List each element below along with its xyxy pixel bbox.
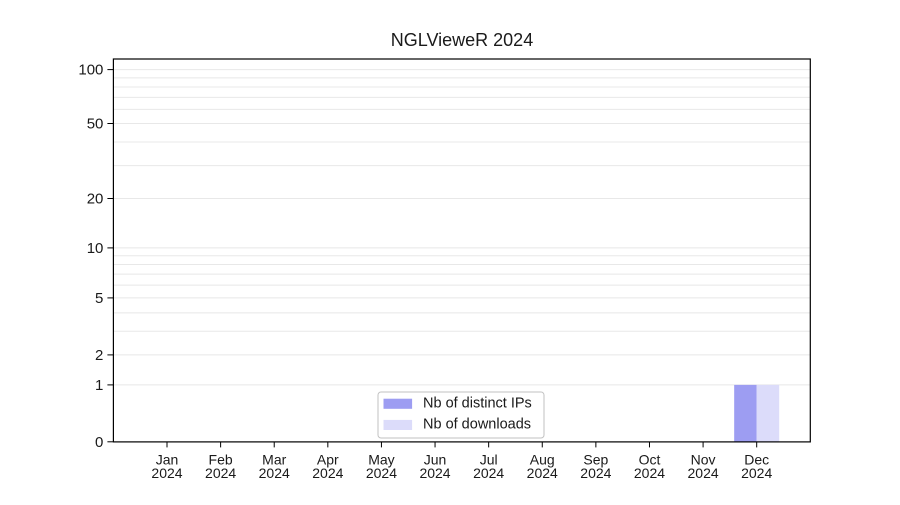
svg-text:2024: 2024 [527, 465, 558, 481]
svg-text:2024: 2024 [580, 465, 611, 481]
svg-text:10: 10 [87, 240, 104, 257]
svg-text:2: 2 [95, 347, 103, 364]
svg-text:Nb of downloads: Nb of downloads [423, 417, 531, 433]
svg-text:2024: 2024 [259, 465, 290, 481]
svg-text:1: 1 [95, 377, 103, 394]
svg-text:2024: 2024 [312, 465, 343, 481]
svg-text:20: 20 [87, 191, 104, 208]
svg-text:2024: 2024 [634, 465, 665, 481]
svg-text:5: 5 [95, 290, 103, 307]
svg-text:2024: 2024 [205, 465, 236, 481]
svg-text:2024: 2024 [419, 465, 450, 481]
svg-text:0: 0 [95, 434, 103, 451]
svg-text:100: 100 [78, 62, 103, 79]
svg-text:2024: 2024 [366, 465, 397, 481]
svg-text:2024: 2024 [473, 465, 504, 481]
svg-text:2024: 2024 [151, 465, 182, 481]
svg-text:2024: 2024 [688, 465, 719, 481]
svg-text:50: 50 [87, 116, 104, 133]
svg-text:Nb of distinct IPs: Nb of distinct IPs [423, 396, 532, 412]
svg-text:2024: 2024 [741, 465, 772, 481]
